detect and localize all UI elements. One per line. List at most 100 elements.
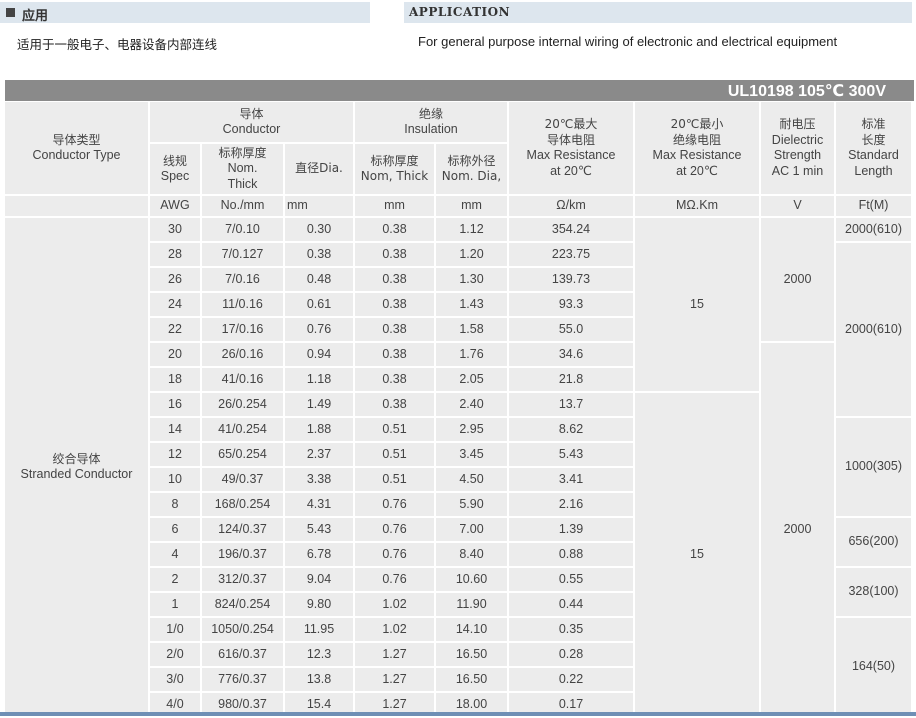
spec-table-body: 绞合导体 Stranded Conductor 30 7/0.10 0.30 0.38 1.…	[5, 218, 911, 716]
awg-cell: 4/0	[150, 693, 200, 716]
insulation-od-cell: 14.10	[436, 618, 507, 641]
resistance-cell: 3.41	[509, 468, 633, 491]
insulation-thickness-cell: 0.38	[355, 243, 434, 266]
length-cell: 2000(610)	[836, 243, 911, 416]
awg-cell: 20	[150, 343, 200, 366]
insulation-thickness-cell: 0.38	[355, 368, 434, 391]
awg-cell: 4	[150, 543, 200, 566]
awg-cell: 2/0	[150, 643, 200, 666]
unit-resistance: Ω/km	[509, 196, 633, 216]
application-desc-en: For general purpose internal wiring of e…	[418, 34, 838, 49]
awg-cell: 3/0	[150, 668, 200, 691]
stranding-cell: 26/0.16	[202, 343, 283, 366]
insulation-od-cell: 1.43	[436, 293, 507, 316]
resistance-cell: 55.0	[509, 318, 633, 341]
table-row: 28 7/0.127 0.38 0.38 1.20 223.75 2000(610)	[5, 243, 911, 416]
length-cell: 656(200)	[836, 518, 911, 566]
stranding-cell: 65/0.254	[202, 443, 283, 466]
table-row: 绞合导体 Stranded Conductor 30 7/0.10 0.30 0.38 1.…	[5, 218, 911, 716]
table-row: 24 11/0.16 0.61 0.38 1.43 93.3	[5, 293, 911, 316]
stranding-cell: 616/0.37	[202, 643, 283, 666]
insulation-od-cell: 1.58	[436, 318, 507, 341]
awg-cell: 14	[150, 418, 200, 441]
insulation-od-cell: 2.40	[436, 393, 507, 416]
stranding-cell: 7/0.10	[202, 218, 283, 241]
stranding-cell: 980/0.37	[202, 693, 283, 716]
stranding-cell: 312/0.37	[202, 568, 283, 591]
unit-length: Ft(M)	[836, 196, 911, 216]
stranding-cell: 26/0.254	[202, 393, 283, 416]
insulation-od-cell: 11.90	[436, 593, 507, 616]
resistance-cell: 1.39	[509, 518, 633, 541]
square-bullet-icon	[6, 8, 15, 17]
resistance-cell: 0.44	[509, 593, 633, 616]
diameter-cell: 9.04	[285, 568, 353, 591]
awg-cell: 8	[150, 493, 200, 516]
diameter-cell: 12.3	[285, 643, 353, 666]
table-row: 2/0 616/0.37 12.3 1.27 16.50 0.28	[5, 643, 911, 666]
bottom-divider	[0, 712, 916, 716]
unit-awg: AWG	[150, 196, 200, 216]
insulation-thickness-cell: 0.38	[355, 218, 434, 241]
awg-cell: 16	[150, 393, 200, 416]
table-row: 10 49/0.37 3.38 0.51 4.50 3.41	[5, 468, 911, 491]
length-cell: 164(50)	[836, 618, 911, 716]
insulation-thickness-cell: 0.51	[355, 418, 434, 441]
units-blank	[5, 196, 148, 216]
resistance-cell: 0.88	[509, 543, 633, 566]
insulation-od-cell: 3.45	[436, 443, 507, 466]
insulation-thickness-cell: 0.38	[355, 393, 434, 416]
table-row: 3/0 776/0.37 13.8 1.27 16.50 0.22	[5, 668, 911, 691]
awg-cell: 12	[150, 443, 200, 466]
stranding-cell: 49/0.37	[202, 468, 283, 491]
diameter-cell: 4.31	[285, 493, 353, 516]
insulation-od-cell: 16.50	[436, 668, 507, 691]
awg-cell: 30	[150, 218, 200, 241]
insulation-od-cell: 5.90	[436, 493, 507, 516]
unit-ins-resistance: MΩ.Km	[635, 196, 759, 216]
insulation-od-cell: 8.40	[436, 543, 507, 566]
length-cell: 328(100)	[836, 568, 911, 616]
length-cell: 2000(610)	[836, 218, 911, 241]
diameter-cell: 0.94	[285, 343, 353, 366]
insulation-thickness-cell: 0.51	[355, 468, 434, 491]
application-desc-cn: 适用于一般电子、电器设备内部连线	[17, 37, 218, 52]
table-row: 4 196/0.37 6.78 0.76 8.40 0.88	[5, 543, 911, 566]
table-row: 6 124/0.37 5.43 0.76 7.00 1.39 656(200)	[5, 518, 911, 566]
stranding-cell: 1050/0.254	[202, 618, 283, 641]
resistance-cell: 34.6	[509, 343, 633, 366]
header-standard-length: 标准 长度 Standard Length	[836, 102, 911, 194]
awg-cell: 18	[150, 368, 200, 391]
spec-table: 导体类型 Conductor Type 导体 Conductor 绝缘 Insu…	[3, 100, 913, 718]
table-row: 26 7/0.16 0.48 0.38 1.30 139.73	[5, 268, 911, 291]
product-title: UL10198 105℃ 300V	[727, 83, 886, 100]
table-row: 16 26/0.254 1.49 0.38 2.40 13.7 15	[5, 393, 911, 716]
diameter-cell: 1.18	[285, 368, 353, 391]
insulation-resistance-cell: 15	[635, 393, 759, 716]
diameter-cell: 1.49	[285, 393, 353, 416]
insulation-od-cell: 18.00	[436, 693, 507, 716]
header-insulation-resistance: 20℃最小 绝缘电阻 Max Resistance at 20℃	[635, 102, 759, 194]
stranding-cell: 196/0.37	[202, 543, 283, 566]
diameter-cell: 3.38	[285, 468, 353, 491]
insulation-od-cell: 4.50	[436, 468, 507, 491]
unit-voltage: V	[761, 196, 834, 216]
diameter-cell: 0.76	[285, 318, 353, 341]
resistance-cell: 0.28	[509, 643, 633, 666]
resistance-cell: 2.16	[509, 493, 633, 516]
insulation-od-cell: 1.30	[436, 268, 507, 291]
resistance-cell: 0.55	[509, 568, 633, 591]
diameter-cell: 6.78	[285, 543, 353, 566]
stranding-cell: 11/0.16	[202, 293, 283, 316]
resistance-cell: 13.7	[509, 393, 633, 416]
insulation-thickness-cell: 0.38	[355, 343, 434, 366]
insulation-od-cell: 1.20	[436, 243, 507, 266]
table-row: 4/0 980/0.37 15.4 1.27 18.00 0.17	[5, 693, 911, 716]
application-title-en: APPLICATION	[409, 5, 511, 19]
diameter-cell: 1.88	[285, 418, 353, 441]
insulation-od-cell: 2.95	[436, 418, 507, 441]
unit-dia: mm	[285, 196, 353, 216]
table-row: 12 65/0.254 2.37 0.51 3.45 5.43	[5, 443, 911, 466]
header-conductor-type: 导体类型 Conductor Type	[5, 102, 148, 194]
insulation-thickness-cell: 0.38	[355, 268, 434, 291]
